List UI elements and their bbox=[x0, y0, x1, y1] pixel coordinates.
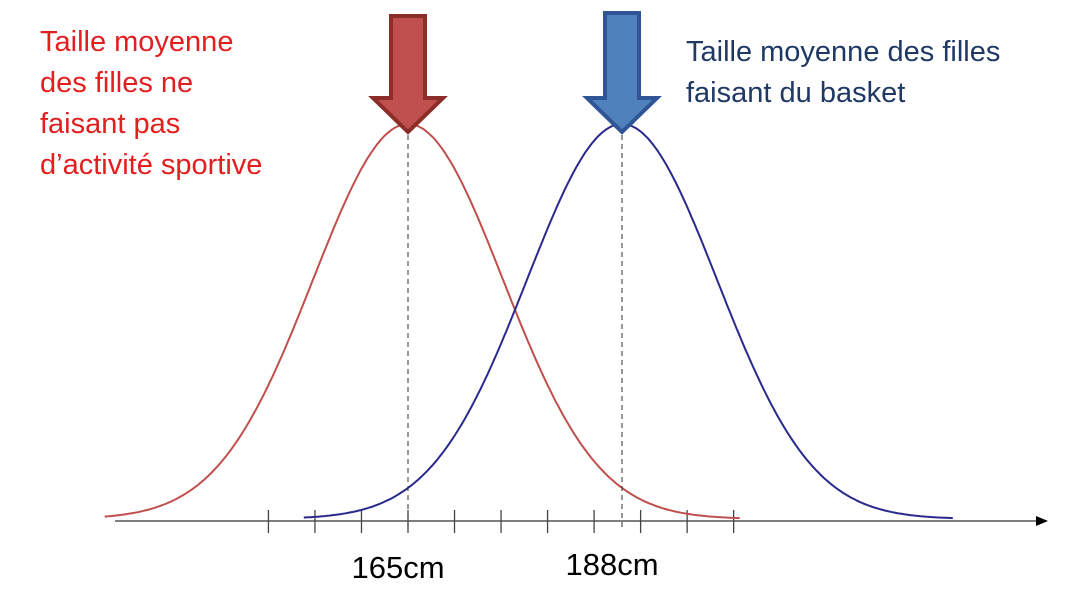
tick-labels: 165cm 188cm bbox=[351, 547, 658, 585]
annotation-non-sport-mean: Taille moyenne des filles ne faisant pas… bbox=[40, 26, 263, 181]
annotation-basket-mean: Taille moyenne des filles faisant du bas… bbox=[686, 36, 1001, 109]
tick-label-188: 188cm bbox=[565, 547, 658, 582]
mean-arrow-0 bbox=[368, 14, 448, 135]
series-curve-0 bbox=[104, 123, 740, 520]
arrows bbox=[368, 11, 662, 135]
mean-lines bbox=[407, 126, 623, 531]
mean-arrow-1 bbox=[582, 11, 662, 135]
tick-label-165: 165cm bbox=[351, 550, 444, 585]
series-curve-1 bbox=[303, 122, 953, 520]
